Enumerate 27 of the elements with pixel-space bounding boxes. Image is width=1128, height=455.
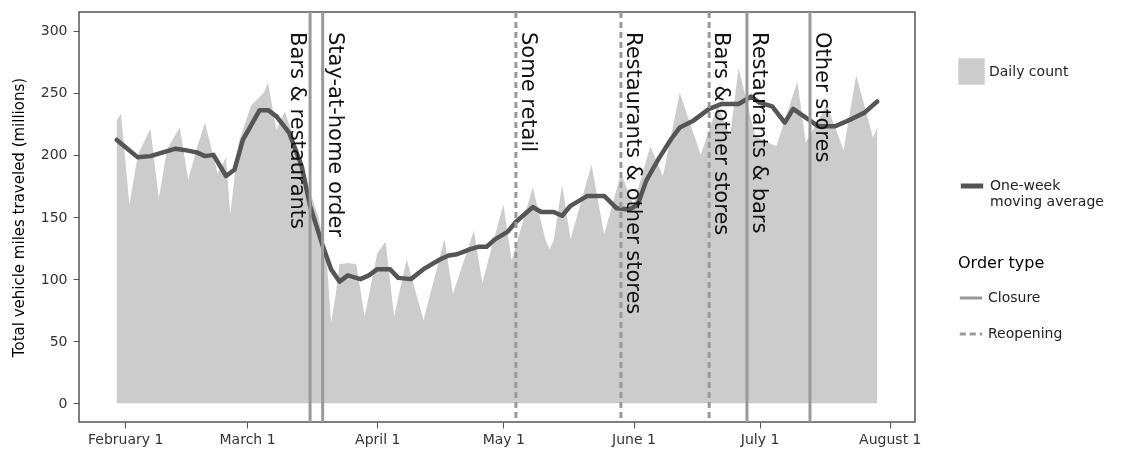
- legend-label: Daily count: [989, 62, 1069, 79]
- legend-label: One-week moving average: [990, 177, 1104, 209]
- ref-line-label: Restaurants & other stores: [621, 32, 646, 315]
- y-tick-label: 300: [40, 22, 68, 39]
- text: Closure: [988, 289, 1041, 305]
- x-tick-label: May 1: [482, 430, 525, 447]
- x-tick-label: June 1: [611, 430, 656, 447]
- y-tick-label: 50: [49, 332, 68, 349]
- y-tick-label: 250: [40, 84, 68, 101]
- y-axis-title: Total vehicle miles traveled (millions): [9, 77, 28, 359]
- y-tick-label: 0: [58, 394, 68, 411]
- ref-line-label: Bars & restaurants: [286, 32, 311, 230]
- y-tick-label: 200: [40, 146, 68, 163]
- x-tick-label: April 1: [355, 430, 401, 447]
- ref-line-label: Restaurants & bars: [747, 32, 772, 234]
- x-tick-label: July 1: [739, 430, 780, 447]
- x-tick-label: February 1: [88, 430, 164, 447]
- ref-line-label: Other stores: [810, 32, 835, 163]
- y-tick-label: 100: [40, 270, 68, 287]
- ref-line-label: Bars & other stores: [710, 32, 735, 236]
- legend-title: Order type: [958, 253, 1045, 272]
- x-tick-label: March 1: [219, 430, 276, 447]
- x-tick-label: August 1: [859, 430, 922, 447]
- y-tick-label: 150: [40, 208, 68, 225]
- text: Reopening: [988, 325, 1063, 341]
- ref-line-label: Some retail: [516, 32, 541, 153]
- ref-line-label: Stay-at-home order: [323, 32, 348, 238]
